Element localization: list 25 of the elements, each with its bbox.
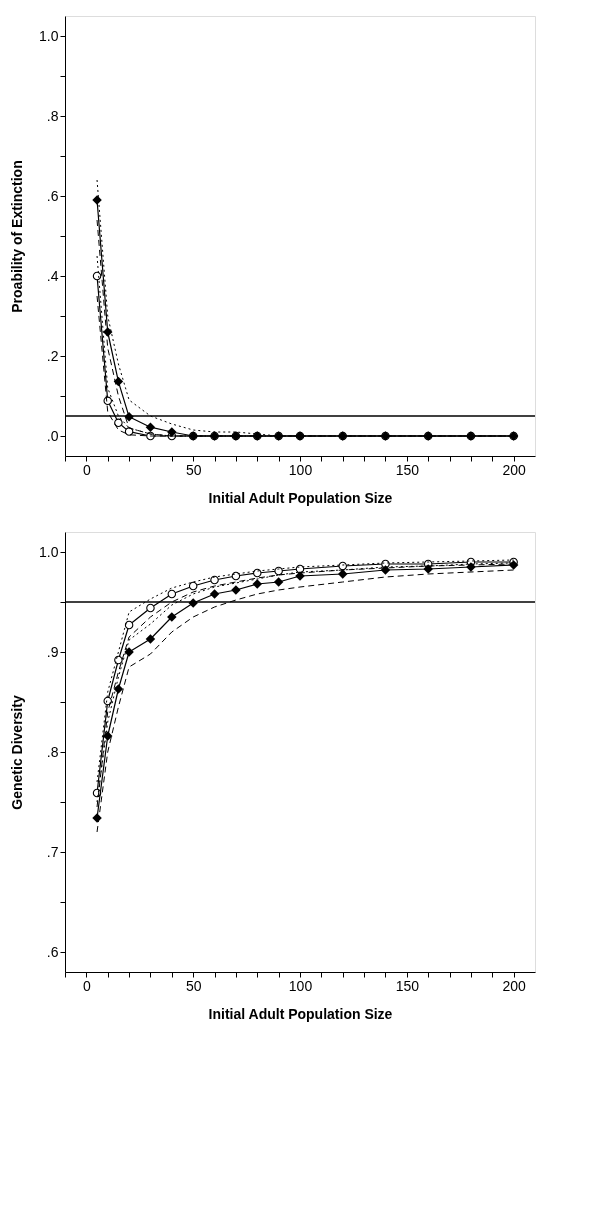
y-tick-label: .4 <box>46 267 59 284</box>
y-tick-label: .8 <box>46 743 59 760</box>
y-tick-label: .2 <box>46 347 59 364</box>
x-tick-label: 50 <box>185 461 202 478</box>
x-tick-label: 200 <box>502 977 527 994</box>
y-tick-label: .0 <box>46 427 59 444</box>
x-axis-title: Initial Adult Population Size <box>208 1005 393 1022</box>
y-tick-label: .7 <box>46 843 59 860</box>
x-tick-label: 0 <box>82 977 91 994</box>
y-tick-label: .6 <box>46 187 59 204</box>
y-tick-label: 1.0 <box>39 543 59 560</box>
x-tick-label: 0 <box>82 461 91 478</box>
x-tick-label: 50 <box>185 977 202 994</box>
x-tick-label: 150 <box>395 461 420 478</box>
x-tick-label: 100 <box>288 461 313 478</box>
x-tick-label: 200 <box>502 461 527 478</box>
y-tick-label: .8 <box>46 107 59 124</box>
y-axis-title: Genetic Diversity <box>9 695 26 810</box>
x-axis-title: Initial Adult Population Size <box>208 489 393 506</box>
x-tick-label: 100 <box>288 977 313 994</box>
y-tick-label: .9 <box>46 643 59 660</box>
x-tick-label: 150 <box>395 977 420 994</box>
y-tick-label: .6 <box>46 943 59 960</box>
y-tick-label: 1.0 <box>39 27 59 44</box>
y-axis-title: Proability of Extinction <box>9 160 26 313</box>
